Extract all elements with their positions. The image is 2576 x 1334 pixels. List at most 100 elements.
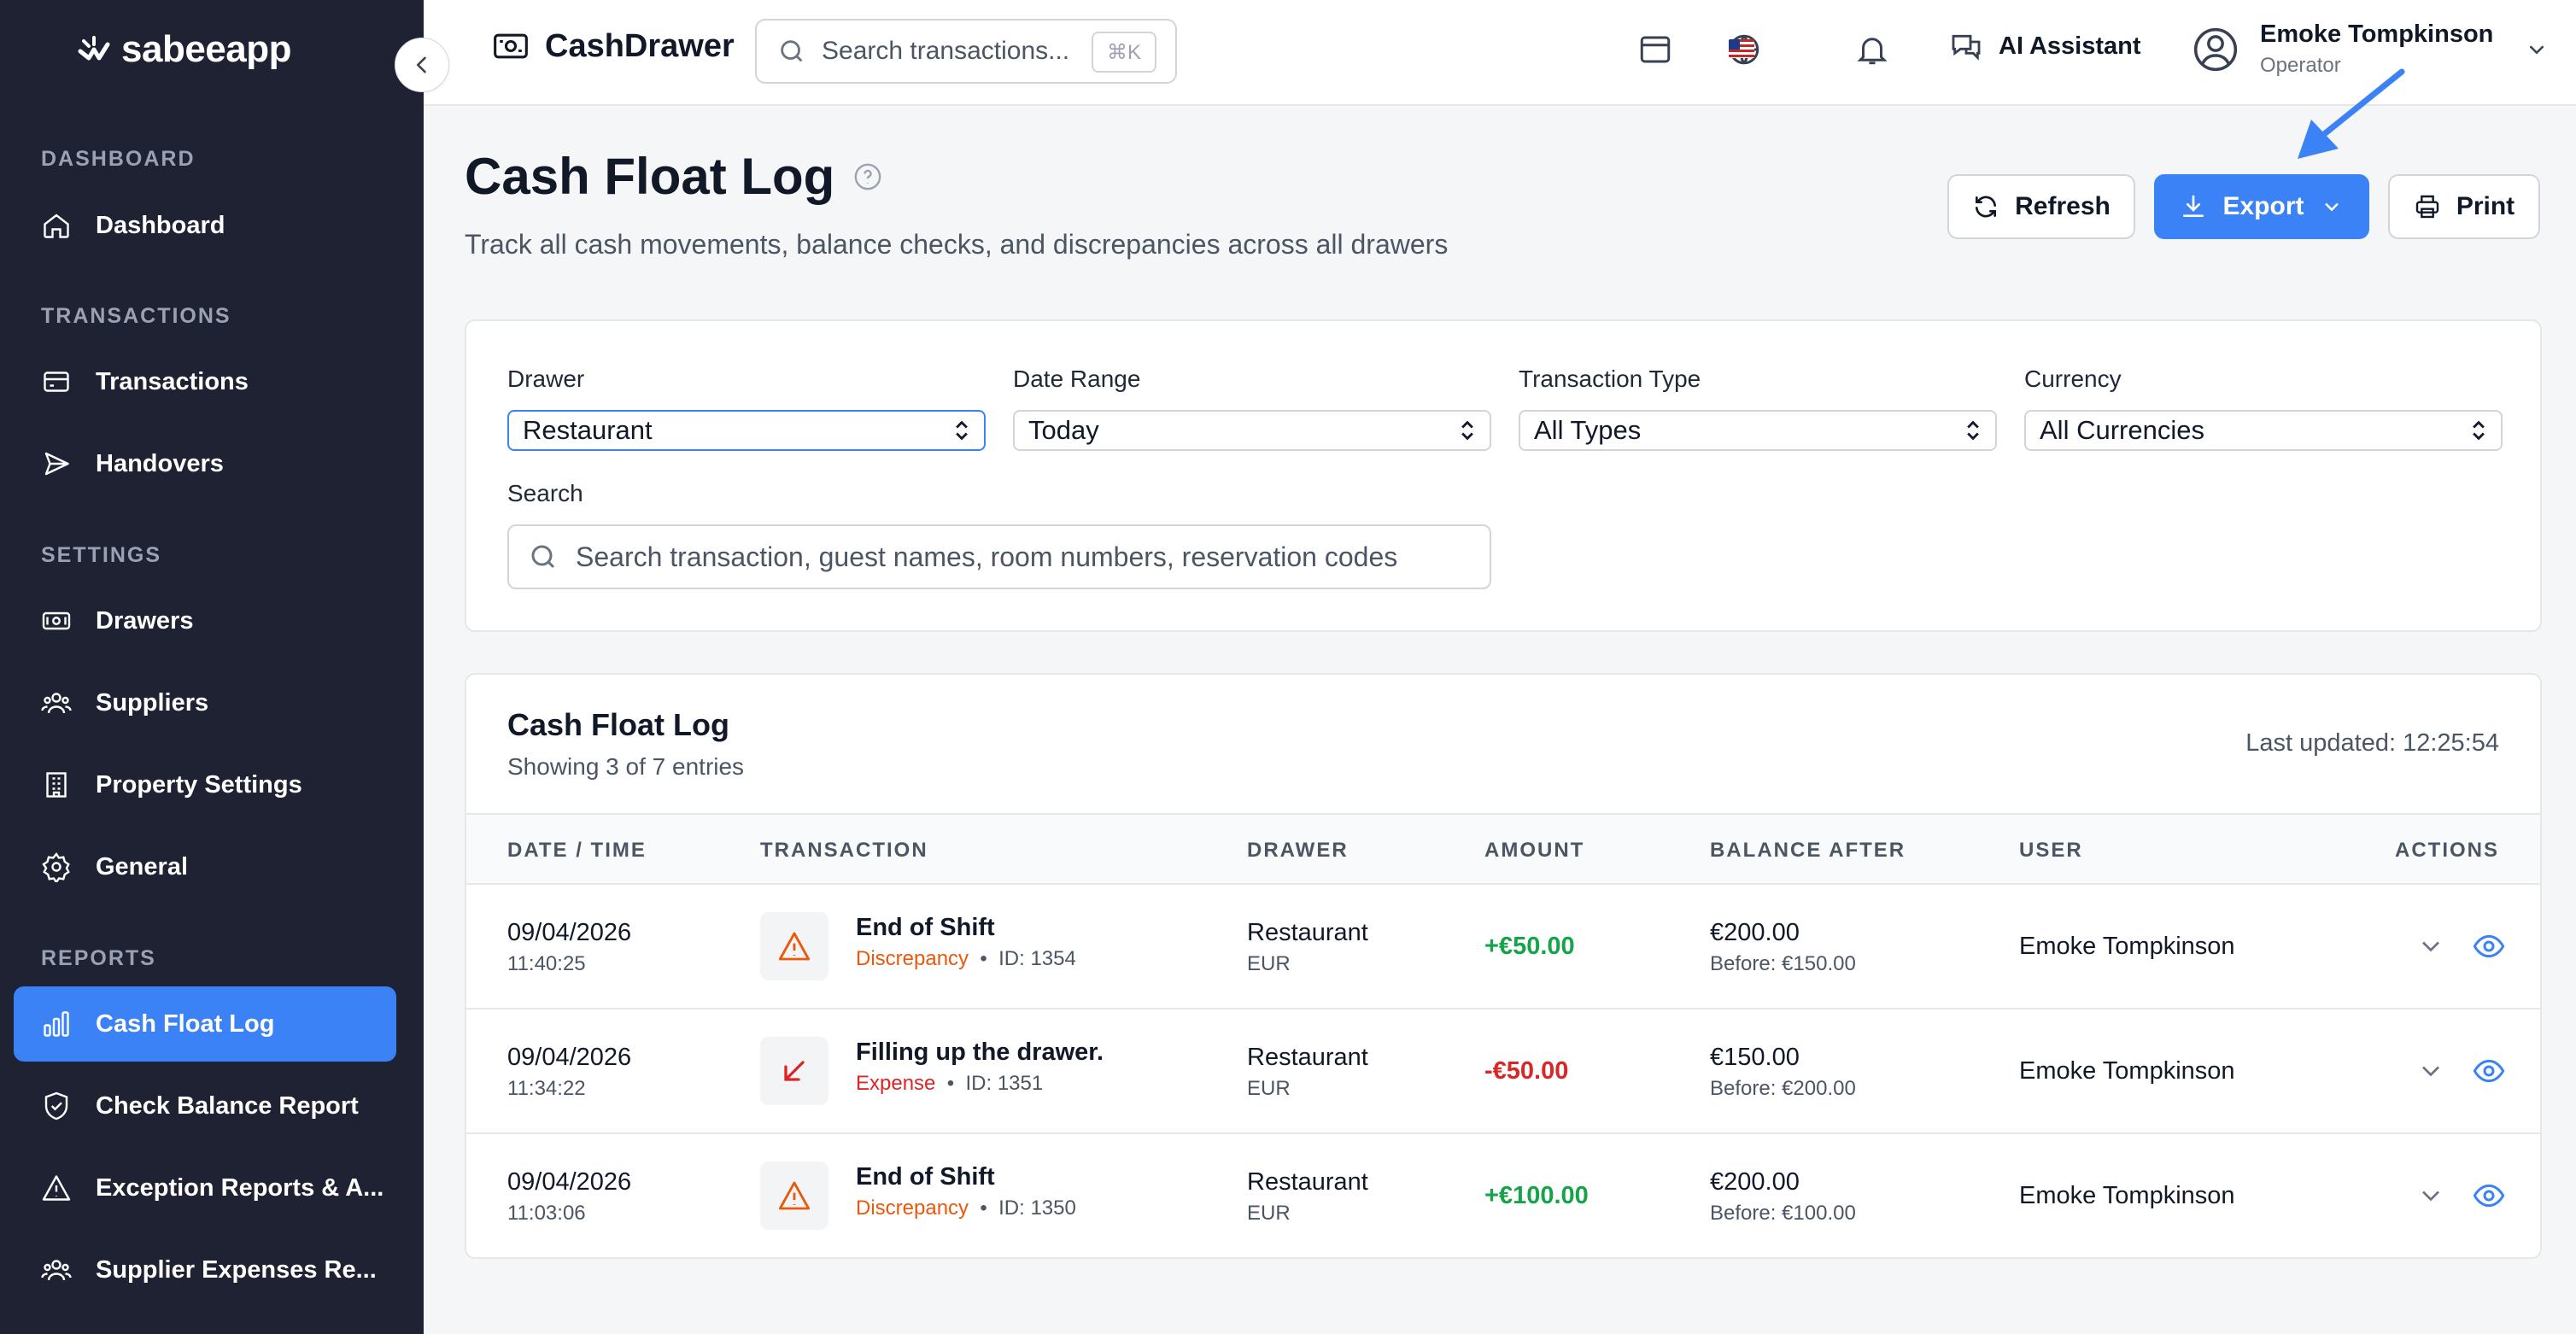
chevron-down-icon[interactable]: [2415, 1180, 2446, 1211]
ai-assistant-label: AI Assistant: [1999, 32, 2141, 60]
row-drawer: Restaurant: [1247, 1168, 1368, 1196]
balance-cell: €200.00 Before: €100.00: [1710, 1168, 1856, 1226]
col-drawer[interactable]: DRAWER: [1247, 839, 1349, 862]
balance-cell: €150.00 Before: €200.00: [1710, 1044, 1856, 1101]
sidebar-item-suppliers[interactable]: Suppliers: [14, 665, 396, 740]
sidebar-item-general[interactable]: General: [14, 829, 396, 904]
topbar: CashDrawer ⌘K AI Assistant Emoke Tompkin…: [424, 0, 2576, 106]
users-icon: [41, 1260, 72, 1281]
eye-icon[interactable]: [2472, 1054, 2506, 1088]
currency-label: Currency: [2024, 366, 2122, 392]
transaction-meta: Discrepancy • ID: 1354: [856, 947, 1076, 970]
row-amount: +€100.00: [1484, 1182, 1589, 1209]
row-amount: +€50.00: [1484, 933, 1575, 960]
gear-icon: [42, 851, 70, 882]
user-menu[interactable]: Emoke Tompkinson Operator: [2192, 20, 2550, 78]
send-icon: [44, 452, 69, 476]
search-icon: [781, 40, 803, 62]
page-title: Cash Float Log: [465, 147, 882, 206]
row-currency: EUR: [1247, 952, 1291, 975]
row-time: 11:34:22: [507, 1077, 586, 1100]
table-row[interactable]: 09/04/2026 11:40:25 End of Shift Discrep…: [466, 885, 2540, 1009]
warning-icon: [760, 912, 828, 980]
transaction-type-select[interactable]: All Types: [1519, 410, 1997, 451]
transaction-cell: End of Shift Discrepancy • ID: 1350: [856, 1163, 1076, 1220]
print-button[interactable]: Print: [2388, 174, 2540, 239]
drawer-select-value: Restaurant: [523, 415, 653, 445]
sidebar-item-exception-reports[interactable]: Exception Reports & A...: [14, 1150, 396, 1226]
sidebar-item-supplier-expenses[interactable]: Supplier Expenses Re...: [14, 1232, 396, 1308]
currency-select[interactable]: All Currencies: [2024, 410, 2503, 451]
row-actions: [2415, 1179, 2506, 1213]
currency-value: All Currencies: [2040, 415, 2204, 445]
table-row[interactable]: 09/04/2026 11:03:06 End of Shift Discrep…: [466, 1134, 2540, 1259]
date-cell: 09/04/2026 11:03:06: [507, 1168, 631, 1226]
section-transactions: TRANSACTIONS: [41, 304, 231, 328]
download-icon: [2183, 195, 2204, 217]
row-time: 11:40:25: [507, 952, 586, 975]
col-transaction[interactable]: TRANSACTION: [760, 839, 928, 862]
eye-icon[interactable]: [2472, 1179, 2506, 1213]
col-balance[interactable]: BALANCE AFTER: [1710, 839, 1906, 862]
sidebar-item-label: Suppliers: [96, 688, 209, 717]
chevron-down-icon[interactable]: [2415, 1056, 2446, 1086]
row-date: 09/04/2026: [507, 1168, 632, 1196]
transaction-type: Discrepancy: [856, 947, 969, 970]
page-subtitle: Track all cash movements, balance checks…: [465, 229, 1449, 260]
refresh-button[interactable]: Refresh: [1947, 174, 2135, 239]
notifications-button[interactable]: [1852, 29, 1893, 70]
arrow-down-left-icon: [760, 1037, 828, 1105]
sidebar-item-transactions[interactable]: Transactions: [14, 344, 396, 419]
transaction-type: Discrepancy: [856, 1197, 969, 1220]
date-range-select[interactable]: Today: [1013, 410, 1491, 451]
entries-count: Showing 3 of 7 entries: [507, 753, 745, 780]
sabeeapp-logo-icon: [78, 36, 110, 61]
sidebar-item-dashboard[interactable]: Dashboard: [14, 188, 396, 263]
logo[interactable]: sabeeapp: [77, 26, 291, 73]
logo-text: sabeeapp: [121, 28, 291, 70]
window-button[interactable]: [1635, 29, 1676, 70]
sidebar-item-label: Cash Float Log: [96, 1009, 275, 1038]
warning-icon: [42, 1175, 71, 1201]
table-row[interactable]: 09/04/2026 11:34:22 Filling up the drawe…: [466, 1009, 2540, 1134]
credit-card-icon: [44, 372, 69, 392]
row-drawer: Restaurant: [1247, 919, 1368, 946]
global-search-input[interactable]: [822, 37, 1078, 66]
print-label: Print: [2456, 192, 2515, 220]
sidebar-collapse-button[interactable]: [395, 38, 449, 92]
transaction-meta: Discrepancy • ID: 1350: [856, 1197, 1076, 1220]
sidebar-item-cash-float-log[interactable]: Cash Float Log: [14, 986, 396, 1062]
sidebar-item-property-settings[interactable]: Property Settings: [14, 747, 396, 822]
ai-assistant-button[interactable]: AI Assistant: [1949, 29, 2141, 63]
filter-search[interactable]: [507, 524, 1491, 589]
sidebar-item-check-balance-report[interactable]: Check Balance Report: [14, 1068, 396, 1144]
chevron-down-icon[interactable]: [2415, 931, 2446, 962]
transaction-title: Filling up the drawer.: [856, 1039, 1104, 1066]
chevron-left-icon: [416, 56, 426, 73]
eye-icon[interactable]: [2472, 929, 2506, 963]
sidebar-item-label: Transactions: [96, 367, 249, 395]
drawer-select[interactable]: Restaurant: [507, 410, 986, 451]
app-name: CashDrawer: [545, 27, 735, 64]
col-actions: ACTIONS: [2395, 839, 2499, 862]
transaction-cell: Filling up the drawer. Expense • ID: 135…: [856, 1039, 1104, 1096]
help-icon[interactable]: [853, 162, 882, 191]
row-date: 09/04/2026: [507, 1044, 632, 1071]
export-button[interactable]: Export: [2154, 174, 2369, 239]
global-search[interactable]: ⌘K: [755, 19, 1177, 84]
user-role: Operator: [2260, 54, 2341, 77]
col-date[interactable]: DATE / TIME: [507, 839, 647, 862]
sidebar-item-handovers[interactable]: Handovers: [14, 426, 396, 501]
filter-search-input[interactable]: [576, 541, 1472, 573]
col-amount[interactable]: AMOUNT: [1484, 839, 1585, 862]
sidebar-item-drawers[interactable]: Drawers: [14, 583, 396, 658]
us-flag-icon: [1729, 39, 1754, 58]
browser-window-icon: [1640, 36, 1671, 63]
sidebar: sabeeapp DASHBOARD Dashboard TRANSACTION…: [0, 0, 424, 1334]
building-icon: [46, 772, 67, 798]
refresh-label: Refresh: [2015, 192, 2111, 220]
cash-icon: [42, 611, 71, 630]
col-user[interactable]: USER: [2019, 839, 2083, 862]
row-drawer: Restaurant: [1247, 1044, 1368, 1071]
sidebar-item-label: General: [96, 852, 188, 881]
